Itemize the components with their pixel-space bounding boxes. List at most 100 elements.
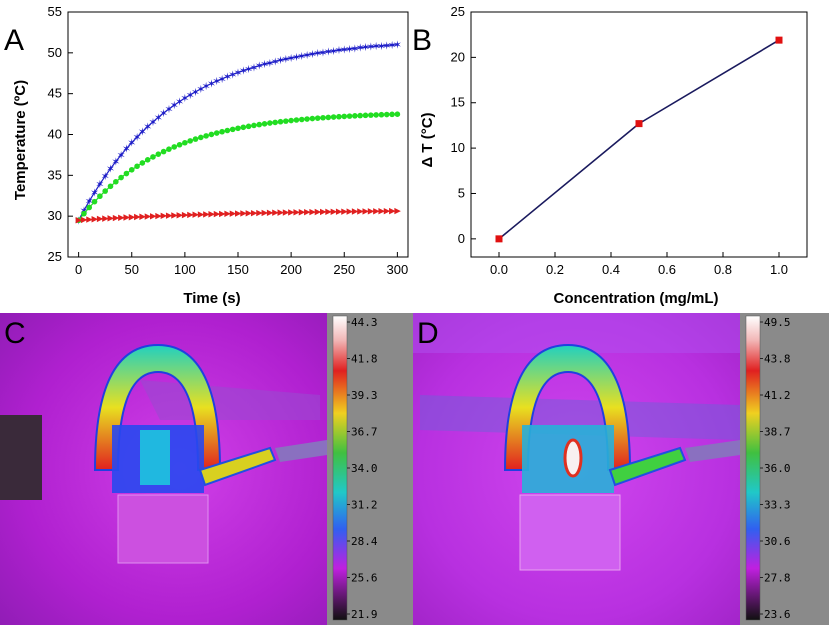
colorbar-d [745,315,761,621]
y-axis-a: 25 30 35 40 45 50 55 [48,4,73,264]
panel-d: D 49.5 43.8 41.2 38.7 36.0 33.3 30.6 27.8 23.6 [413,313,829,625]
point-red-43 [304,208,311,216]
point-green-53 [357,112,363,119]
point-blue-52: ✶ [350,43,359,55]
y-tick-label-a-0: 25 [48,249,62,264]
thermal-image-c [0,313,327,625]
panel-label-c: C [4,317,26,350]
x-tick-label-b-0: 0.0 [490,262,508,277]
point-green-32 [245,123,252,130]
point-blue-58: ✶ [382,40,391,52]
point-green-12 [139,160,146,166]
point-red-48 [330,208,338,215]
point-red-25 [208,211,215,218]
C-scale-label-4: 34.0 [351,462,378,475]
point-green-18 [171,144,178,150]
point-red-31 [240,210,247,217]
C-scale-label-6: 28.4 [351,535,378,548]
point-green-49 [336,113,342,120]
point-blue-12: ✶ [138,127,147,139]
point-blue-19: ✶ [175,97,184,109]
point-green-51 [346,113,353,119]
point-red-24 [203,211,210,218]
point-red-30 [235,210,242,217]
y-axis-label-b: Δ T (°C) [419,112,436,167]
point-red-28 [224,210,231,218]
point-blue-42: ✶ [297,51,306,63]
point-blue-28: ✶ [223,72,232,84]
point-red-44 [309,208,316,216]
point-green-44 [309,115,316,122]
plot-frame-b [470,11,808,258]
point-blue-14: ✶ [148,117,157,129]
point-green-4 [97,193,103,200]
point-green-46 [320,114,326,121]
point-red-2 [86,216,93,223]
point-blue-10: ✶ [127,138,136,150]
hot-spot-d [563,438,583,478]
point-red-1 [80,216,88,224]
x-axis-label-a: Time (s) [183,290,240,307]
point-red-51 [346,208,354,215]
point-red-14 [150,213,157,220]
point-red-55 [367,208,375,215]
D-scale-label-1: 43.8 [764,353,791,366]
point-green-27 [219,128,225,135]
point-red-33 [250,209,258,217]
point-green-42 [298,116,305,123]
point-red-16 [160,212,168,220]
colorbar-c [332,315,348,621]
point-blue-27: ✶ [217,74,226,86]
series-group-b [495,36,783,243]
point-blue-33: ✶ [249,62,258,74]
point-red-6 [107,215,114,222]
point-red-53 [357,208,364,215]
point-blue-6: ✶ [106,164,115,176]
point-blue-47: ✶ [324,47,333,59]
colorbar-scale-c: 44.3 41.8 39.3 36.7 34.0 31.2 28.4 25.6 21.9 [347,316,378,621]
point-blue-38: ✶ [276,55,285,67]
D-scale-label-4: 36.0 [764,462,791,475]
point-blue-17: ✶ [164,104,173,116]
point-blue-21: ✶ [186,90,195,102]
point-green-14 [150,154,156,160]
point-green-55 [368,112,374,118]
point-blue-59: ✶ [387,40,396,52]
point-blue-50: ✶ [340,44,349,56]
point-red-7 [112,214,120,222]
point-blue-37: ✶ [271,56,280,68]
point-green-50 [341,113,348,120]
point-red-59 [389,207,396,215]
point-red-54 [362,208,369,215]
point-green-40 [288,117,294,124]
point-blue-11: ✶ [132,132,141,144]
point-red-21 [187,211,194,219]
point-red-35 [261,209,269,217]
point-blue-5: ✶ [101,171,110,183]
point-red-40 [288,209,295,216]
point-b-2 [775,36,783,44]
point-blue-32: ✶ [244,64,253,76]
point-green-17 [166,146,172,152]
D-scale-label-3: 38.7 [764,426,791,439]
point-red-15 [155,212,162,220]
point-red-60 [394,207,401,215]
panel-label-a: A [4,24,24,57]
point-green-31 [240,124,247,131]
point-red-38 [277,209,284,216]
point-green-6 [107,183,114,190]
x-tick-label-b-4: 0.8 [714,262,732,277]
point-green-26 [213,130,220,136]
point-green-47 [325,114,332,121]
x-tick-label-a-1: 50 [125,262,139,277]
point-red-10 [128,214,136,221]
point-green-16 [160,148,167,155]
point-red-32 [245,210,253,217]
x-tick-label-a-5: 250 [333,262,355,277]
point-red-17 [165,212,173,219]
point-blue-22: ✶ [191,87,200,99]
point-red-36 [266,209,274,217]
point-green-2 [86,204,93,211]
holder-base-d [519,494,621,571]
